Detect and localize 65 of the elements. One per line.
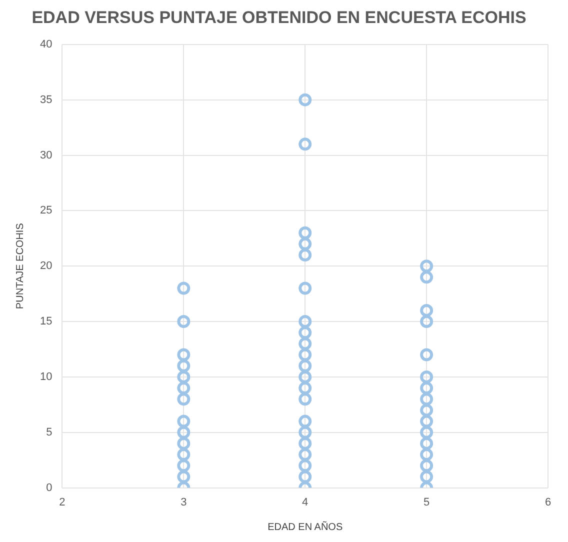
point: [298, 414, 312, 428]
point: [298, 370, 312, 384]
point: [298, 470, 312, 484]
point: [420, 260, 434, 273]
point: [177, 414, 190, 428]
point: [420, 315, 434, 328]
y-tick-label: 40: [40, 38, 52, 50]
point: [298, 138, 312, 151]
point: [177, 359, 190, 372]
point: [420, 270, 434, 284]
point: [177, 426, 190, 439]
point: [420, 382, 434, 395]
point: [298, 392, 312, 406]
point: [177, 448, 190, 462]
point: [298, 337, 312, 350]
point: [298, 326, 312, 340]
point: [298, 436, 312, 450]
point: [298, 359, 312, 372]
point: [420, 414, 434, 428]
point: [177, 459, 190, 472]
x-axis-title: EDAD EN AÑOS: [268, 520, 343, 533]
y-tick-label: 35: [40, 94, 52, 106]
point: [298, 426, 312, 439]
point: [420, 448, 434, 462]
x-tick-label: 3: [180, 496, 187, 508]
point: [298, 348, 312, 362]
point: [177, 382, 190, 395]
point: [420, 348, 434, 362]
point: [298, 237, 312, 250]
y-tick-label: 5: [46, 426, 52, 438]
y-tick-label: 20: [40, 260, 52, 272]
point: [177, 370, 190, 384]
y-tick-label: 10: [40, 370, 52, 383]
point: [420, 459, 434, 472]
y-tick-label: 25: [40, 204, 52, 217]
y-axis-title: PUNTAJE ECOHIS: [14, 222, 26, 310]
point: [177, 470, 190, 484]
point: [177, 348, 190, 362]
x-tick-label: 5: [423, 496, 430, 508]
point: [420, 436, 434, 450]
point: [177, 282, 190, 295]
point: [298, 448, 312, 462]
point: [298, 459, 312, 472]
y-tick-label: 30: [40, 149, 52, 162]
point: [420, 404, 434, 417]
point: [177, 392, 190, 406]
y-tick-label: 15: [40, 316, 52, 328]
point: [298, 93, 312, 106]
point: [298, 315, 312, 328]
point: [420, 370, 434, 384]
point: [420, 470, 434, 484]
point: [177, 315, 190, 328]
point: [420, 426, 434, 439]
point: [298, 382, 312, 395]
point: [298, 282, 312, 295]
point: [298, 226, 312, 240]
x-tick-label: 2: [59, 496, 66, 508]
point: [420, 392, 434, 406]
y-tick-label: 0: [46, 482, 52, 494]
point: [298, 248, 312, 262]
point: [420, 304, 434, 317]
x-tick-label: 4: [302, 496, 308, 508]
point: [177, 436, 190, 450]
chart-title: EDAD VERSUS PUNTAJE OBTENIDO EN ENCUESTA ECOHIS: [32, 8, 526, 27]
x-tick-label: 6: [544, 496, 552, 508]
